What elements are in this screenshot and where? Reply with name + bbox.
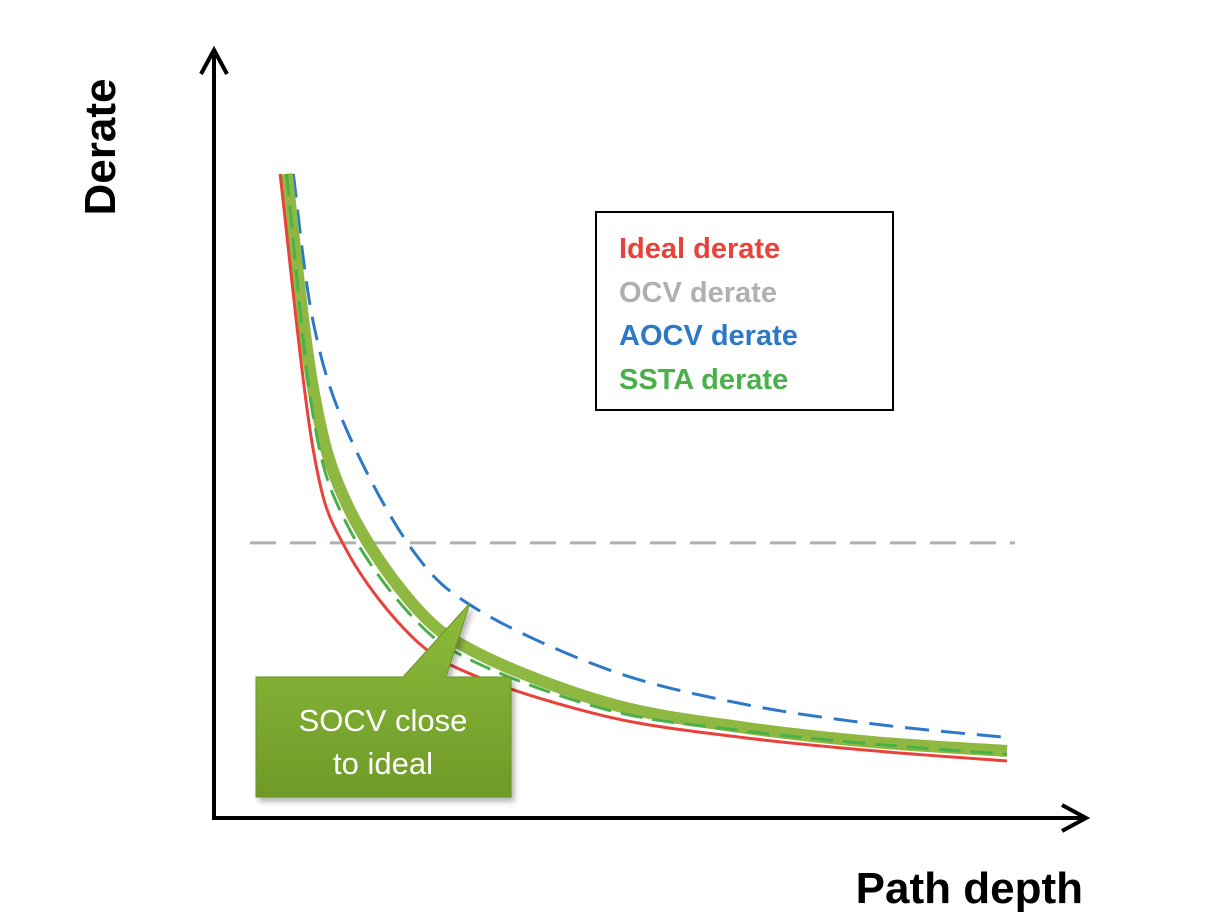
x-axis-label: Path depth	[856, 864, 1083, 913]
series-aocv-line	[291, 173, 1008, 739]
series-ssta-line	[285, 173, 1008, 756]
axes	[199, 45, 1091, 833]
legend-entry-ssta: SSTA derate	[619, 364, 788, 396]
series-layer	[250, 173, 1015, 763]
legend-entry-ocv: OCV derate	[619, 277, 777, 309]
socv-callout	[255, 602, 512, 798]
x-axis-arrow	[1061, 803, 1091, 833]
socv-curve	[280, 173, 1008, 757]
legend-entry-ideal: Ideal derate	[619, 233, 780, 265]
legend-entry-aocv: AOCV derate	[619, 320, 798, 352]
y-axis-label: Derate	[76, 79, 125, 216]
callout-line-1: SOCV close	[299, 703, 468, 738]
callout-bubble	[255, 602, 512, 798]
legend-box	[595, 211, 894, 411]
legend: Ideal derate OCV derate AOCV derate SSTA…	[595, 211, 894, 411]
callout-line-2: to ideal	[333, 746, 433, 781]
y-axis-arrow	[199, 45, 229, 75]
